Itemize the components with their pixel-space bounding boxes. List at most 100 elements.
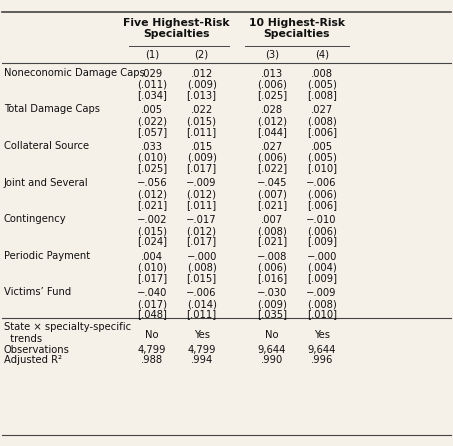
Text: Five Highest-Risk
Specialties: Five Highest-Risk Specialties [123,18,230,39]
Text: (1): (1) [145,50,159,60]
Text: [.021]: [.021] [257,200,287,210]
Text: Joint and Several: Joint and Several [4,178,88,187]
Text: (2): (2) [194,50,209,60]
Text: −.010: −.010 [306,215,337,225]
Text: −.006: −.006 [306,178,337,188]
Text: −.006: −.006 [186,288,217,298]
Text: .033: .033 [141,142,163,152]
Text: (.009): (.009) [187,153,217,163]
Text: Yes: Yes [193,330,210,340]
Text: [.013]: [.013] [187,90,217,100]
Text: [.021]: [.021] [137,200,167,210]
Text: .022: .022 [190,105,213,115]
Text: .988: .988 [141,355,163,365]
Text: (.007): (.007) [257,190,287,199]
Text: (.006): (.006) [307,190,337,199]
Text: Yes: Yes [313,330,330,340]
Text: −.040: −.040 [136,288,167,298]
Text: [.008]: [.008] [307,90,337,100]
Text: [.017]: [.017] [187,163,217,173]
Text: No: No [145,330,159,340]
Text: [.044]: [.044] [257,127,287,136]
Text: (.005): (.005) [307,80,337,90]
Text: [.011]: [.011] [187,310,217,319]
Text: [.011]: [.011] [187,200,217,210]
Text: (.012): (.012) [187,226,217,236]
Text: [.017]: [.017] [187,236,217,246]
Text: −.030: −.030 [256,288,287,298]
Text: −.009: −.009 [186,178,217,188]
Text: .004: .004 [141,252,163,261]
Text: (.022): (.022) [137,116,167,126]
Text: (.008): (.008) [187,263,217,273]
Text: (.012): (.012) [187,190,217,199]
Text: [.010]: [.010] [307,163,337,173]
Text: .013: .013 [261,69,283,78]
Text: .005: .005 [311,142,333,152]
Text: [.006]: [.006] [307,200,337,210]
Text: Victims’ Fund: Victims’ Fund [4,287,71,297]
Text: [.024]: [.024] [137,236,167,246]
Text: .029: .029 [140,69,163,78]
Text: Collateral Source: Collateral Source [4,141,89,151]
Text: (.006): (.006) [307,226,337,236]
Text: [.016]: [.016] [257,273,287,283]
Text: (.011): (.011) [137,80,167,90]
Text: 9,644: 9,644 [308,345,336,355]
Text: −.002: −.002 [136,215,167,225]
Text: [.035]: [.035] [257,310,287,319]
Text: [.017]: [.017] [137,273,167,283]
Text: State × specialty-specific
  trends: State × specialty-specific trends [4,322,131,343]
Text: (.010): (.010) [137,153,167,163]
Text: (.009): (.009) [257,299,287,309]
Text: (.017): (.017) [137,299,167,309]
Text: −.008: −.008 [256,252,287,261]
Text: (.015): (.015) [187,116,217,126]
Text: Observations: Observations [4,345,69,355]
Text: 4,799: 4,799 [138,345,166,355]
Text: (.012): (.012) [257,116,287,126]
Text: .996: .996 [310,355,333,365]
Text: (.006): (.006) [257,80,287,90]
Text: −.056: −.056 [136,178,167,188]
Text: −.009: −.009 [306,288,337,298]
Text: Periodic Payment: Periodic Payment [4,251,90,260]
Text: .008: .008 [311,69,333,78]
Text: .994: .994 [190,355,213,365]
Text: [.048]: [.048] [137,310,167,319]
Text: Noneconomic Damage Caps: Noneconomic Damage Caps [4,68,145,78]
Text: Total Damage Caps: Total Damage Caps [4,104,100,114]
Text: (.008): (.008) [307,116,337,126]
Text: .007: .007 [261,215,283,225]
Text: (.014): (.014) [187,299,217,309]
Text: (.009): (.009) [187,80,217,90]
Text: (.010): (.010) [137,263,167,273]
Text: −.045: −.045 [256,178,287,188]
Text: [.025]: [.025] [137,163,167,173]
Text: .990: .990 [260,355,283,365]
Text: .005: .005 [141,105,163,115]
Text: [.011]: [.011] [187,127,217,136]
Text: −.000: −.000 [306,252,337,261]
Text: .012: .012 [190,69,213,78]
Text: (.008): (.008) [257,226,287,236]
Text: [.009]: [.009] [307,273,337,283]
Text: (3): (3) [265,50,279,60]
Text: (.004): (.004) [307,263,337,273]
Text: (4): (4) [315,50,328,60]
Text: [.006]: [.006] [307,127,337,136]
Text: 4,799: 4,799 [188,345,216,355]
Text: (.008): (.008) [307,299,337,309]
Text: [.009]: [.009] [307,236,337,246]
Text: No: No [265,330,279,340]
Text: 10 Highest-Risk
Specialties: 10 Highest-Risk Specialties [249,18,345,39]
Text: Contingency: Contingency [4,214,66,224]
Text: .027: .027 [260,142,283,152]
Text: [.034]: [.034] [137,90,167,100]
Text: .015: .015 [190,142,213,152]
Text: (.015): (.015) [137,226,167,236]
Text: [.010]: [.010] [307,310,337,319]
Text: .027: .027 [310,105,333,115]
Text: [.015]: [.015] [187,273,217,283]
Text: (.005): (.005) [307,153,337,163]
